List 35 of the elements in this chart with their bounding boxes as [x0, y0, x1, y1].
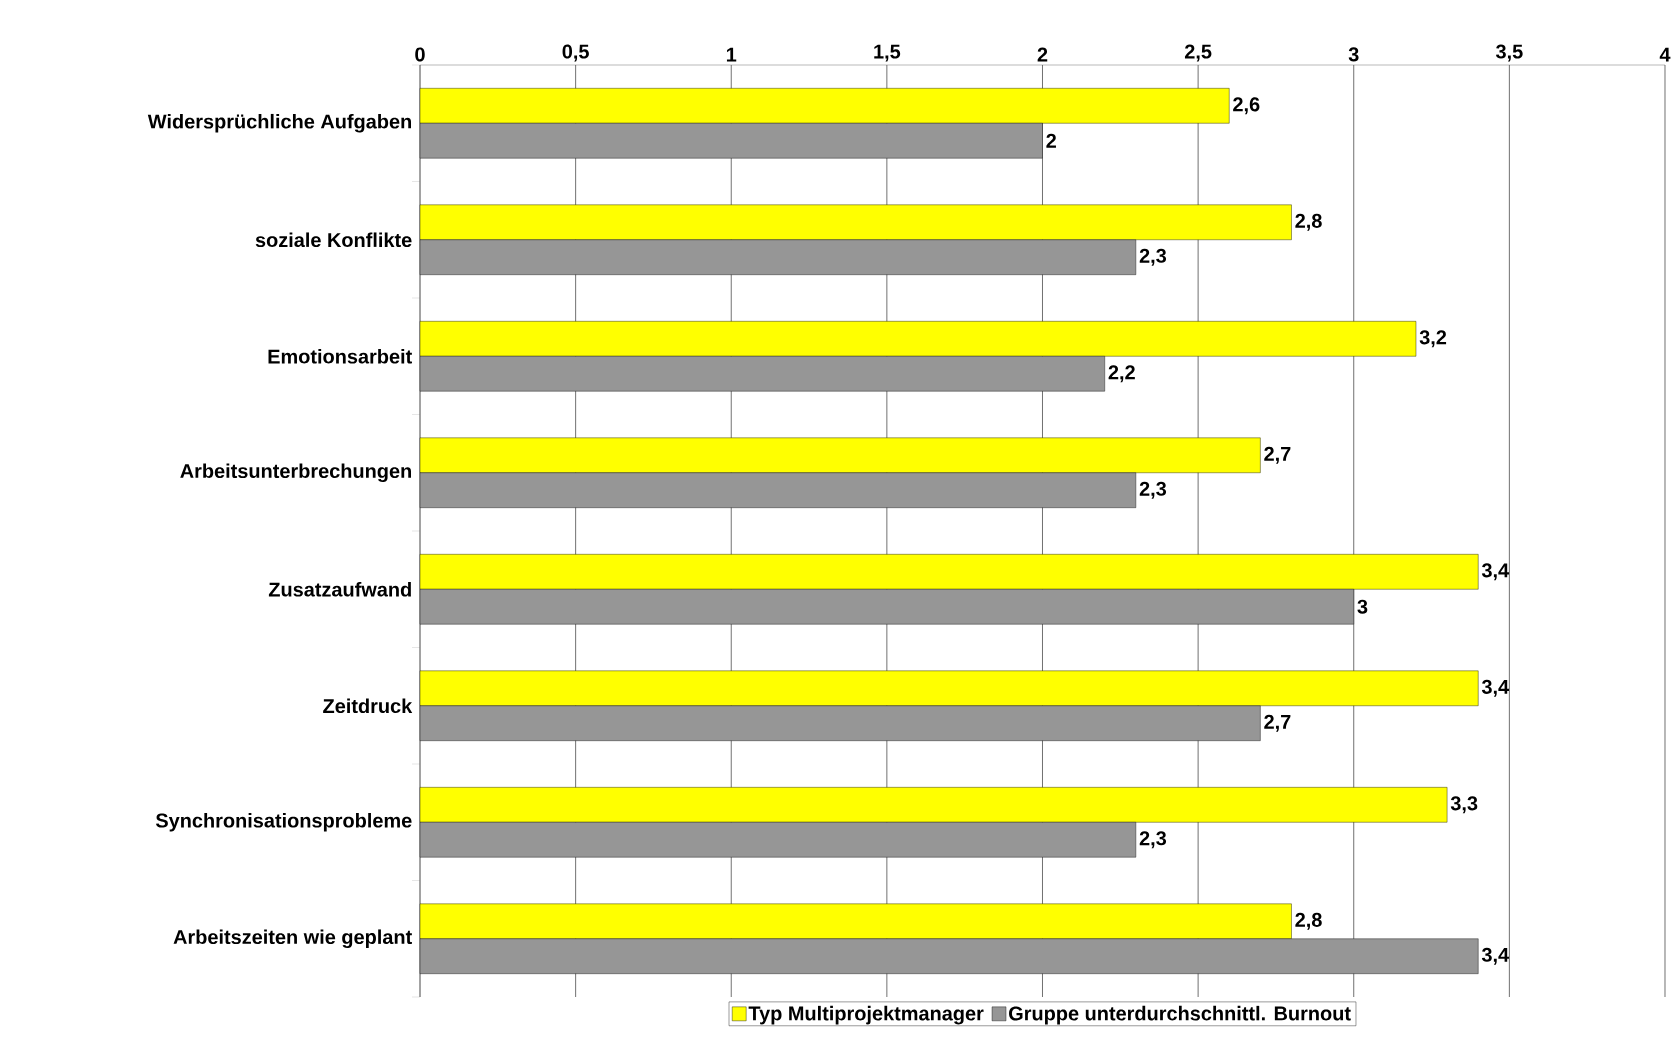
- data-label: 2,8: [1295, 213, 1322, 231]
- y-tick-label: Widersprüchliche Aufgaben: [147, 113, 411, 133]
- x-tick-label: 4: [1659, 47, 1671, 62]
- data-label: 3,4: [1481, 679, 1510, 697]
- x-tick-label: 0: [415, 47, 425, 62]
- data-label: 3,4: [1481, 947, 1510, 965]
- x-tick-label: 1,5: [874, 44, 901, 62]
- data-label: 2,2: [1108, 365, 1135, 383]
- data-label: 2,3: [1139, 831, 1167, 849]
- x-tick-label: 2,5: [1184, 44, 1212, 62]
- data-label: 3,2: [1419, 330, 1447, 348]
- data-label: 2,7: [1264, 714, 1291, 732]
- legend-label: Gruppe unterdurchschnittl. Burnout: [1009, 1005, 1351, 1025]
- y-tick-label: soziale Konflikte: [255, 232, 412, 248]
- data-label: 2: [1046, 133, 1056, 148]
- y-tick-label: Zeitdruck: [323, 698, 413, 714]
- x-tick-label: 2: [1037, 47, 1048, 62]
- x-tick-label: 3,5: [1495, 44, 1523, 62]
- data-label: 2,3: [1139, 481, 1167, 499]
- data-label: 3,3: [1450, 796, 1478, 814]
- data-label: 3: [1357, 599, 1368, 614]
- y-tick-label: Emotionsarbeit: [268, 348, 412, 364]
- y-tick-label: Arbeitsunterbrechungen: [180, 463, 411, 483]
- y-tick-label: Synchronisationsprobleme: [155, 812, 412, 832]
- data-label: 2,7: [1264, 446, 1291, 464]
- data-label: 2,6: [1233, 97, 1260, 115]
- x-tick-label: 1: [726, 47, 737, 62]
- y-tick-label: Zusatzaufwand: [268, 581, 411, 597]
- x-tick-label: 3: [1348, 47, 1359, 62]
- data-label: 2,3: [1139, 248, 1167, 266]
- y-tick-label: Arbeitszeiten wie geplant: [173, 929, 412, 949]
- x-tick-label: 0,5: [562, 44, 589, 62]
- legend-label: Typ Multiprojektmanager: [748, 1005, 984, 1025]
- data-label: 3,4: [1481, 563, 1510, 581]
- data-label: 2,8: [1295, 912, 1322, 930]
